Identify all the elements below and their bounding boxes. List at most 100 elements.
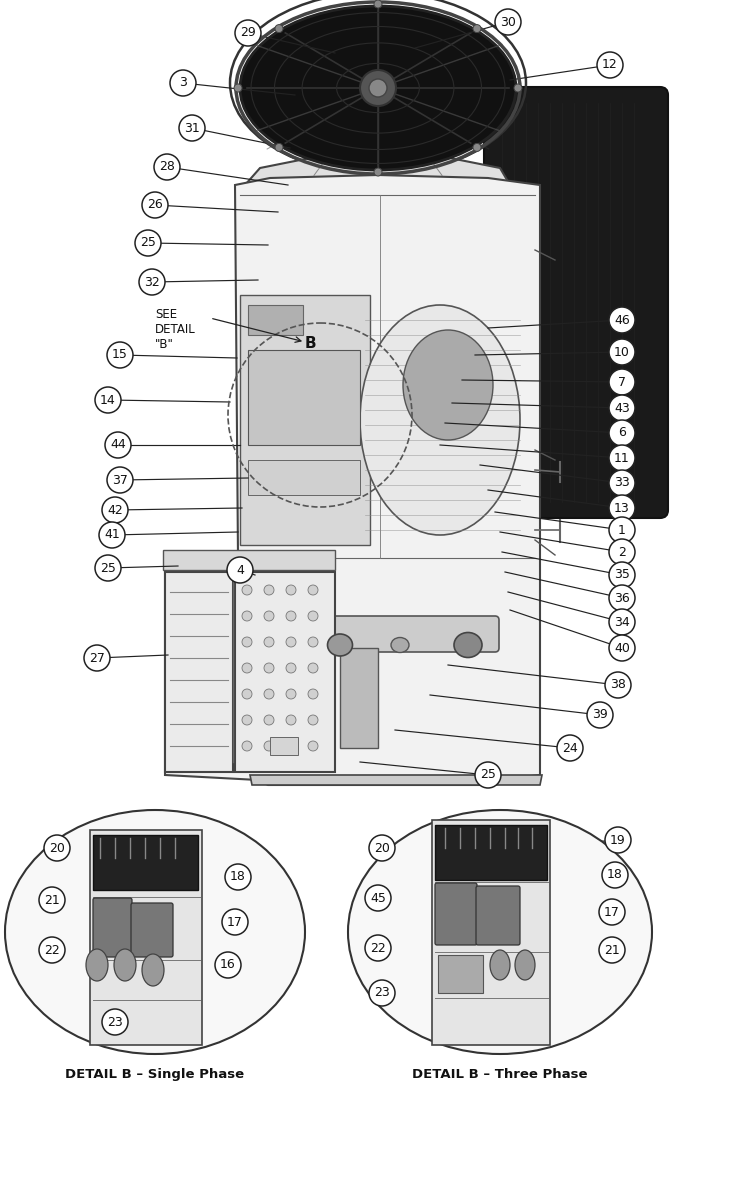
Circle shape [609,635,635,661]
Text: 10: 10 [614,346,630,359]
Circle shape [234,84,242,92]
Circle shape [597,52,623,78]
Text: 28: 28 [159,161,175,174]
Text: 21: 21 [604,943,620,956]
Circle shape [609,395,635,421]
Circle shape [242,611,252,622]
Text: 39: 39 [592,708,608,721]
Circle shape [242,662,252,673]
Circle shape [286,611,296,622]
Circle shape [609,307,635,332]
Ellipse shape [403,330,493,440]
Circle shape [225,864,251,890]
Text: 4: 4 [236,564,244,576]
Circle shape [170,70,196,96]
Text: 16: 16 [220,959,236,972]
Text: 2: 2 [618,546,626,558]
Circle shape [179,115,205,140]
Circle shape [286,740,296,751]
Circle shape [242,740,252,751]
Circle shape [264,662,274,673]
Circle shape [609,539,635,565]
Text: 44: 44 [110,438,126,451]
Text: 26: 26 [147,198,163,211]
Text: 17: 17 [227,916,243,929]
Text: 30: 30 [500,16,516,29]
Text: 11: 11 [614,451,630,464]
Circle shape [605,827,631,853]
Text: 20: 20 [374,841,390,854]
Text: 31: 31 [184,121,200,134]
Text: DETAIL B – Three Phase: DETAIL B – Three Phase [412,1068,588,1081]
FancyBboxPatch shape [235,572,335,772]
Text: 14: 14 [100,394,116,407]
Text: 34: 34 [614,616,630,629]
Text: 35: 35 [614,569,630,582]
Circle shape [286,662,296,673]
Text: 18: 18 [607,869,623,882]
FancyBboxPatch shape [340,648,378,748]
Circle shape [365,886,391,911]
Circle shape [286,584,296,595]
FancyBboxPatch shape [131,902,173,958]
Circle shape [235,20,261,46]
Circle shape [95,554,121,581]
Ellipse shape [360,305,520,535]
Ellipse shape [328,634,353,656]
Circle shape [605,672,631,698]
Text: 23: 23 [107,1015,123,1028]
Circle shape [369,79,387,97]
Circle shape [84,646,110,671]
Circle shape [135,230,161,256]
Text: 7: 7 [618,376,626,389]
Circle shape [602,862,628,888]
Text: 27: 27 [89,652,105,665]
Text: 29: 29 [240,26,256,40]
Circle shape [154,154,180,180]
Text: 22: 22 [44,943,60,956]
FancyBboxPatch shape [435,826,547,880]
Ellipse shape [490,950,510,980]
Text: 25: 25 [100,562,116,575]
Circle shape [242,637,252,647]
Circle shape [95,386,121,413]
Circle shape [142,192,168,218]
Circle shape [308,740,318,751]
Circle shape [473,143,481,151]
Circle shape [308,611,318,622]
Text: 25: 25 [140,236,156,250]
Text: 15: 15 [112,348,128,361]
Circle shape [360,70,396,106]
Circle shape [609,562,635,588]
Circle shape [308,715,318,725]
Circle shape [473,25,481,32]
Text: DETAIL B – Single Phase: DETAIL B – Single Phase [65,1068,244,1081]
Text: 46: 46 [614,313,630,326]
FancyBboxPatch shape [93,898,132,958]
Circle shape [609,584,635,611]
Text: SEE
DETAIL
"B": SEE DETAIL "B" [155,308,196,350]
Ellipse shape [86,949,108,982]
Circle shape [609,420,635,446]
Circle shape [609,608,635,635]
Circle shape [599,899,625,925]
Circle shape [308,637,318,647]
Text: 33: 33 [614,476,630,490]
Circle shape [264,611,274,622]
Text: 23: 23 [374,986,390,1000]
FancyBboxPatch shape [163,550,335,570]
Circle shape [609,445,635,470]
FancyBboxPatch shape [248,305,303,335]
Circle shape [475,762,501,788]
Circle shape [107,467,133,493]
Circle shape [227,557,253,583]
Text: 43: 43 [614,402,630,414]
Text: 1: 1 [618,523,626,536]
Text: 22: 22 [370,942,386,954]
Text: 41: 41 [104,528,120,541]
FancyBboxPatch shape [476,886,520,946]
Circle shape [39,887,65,913]
Ellipse shape [348,810,652,1054]
Ellipse shape [454,632,482,658]
Circle shape [609,494,635,521]
